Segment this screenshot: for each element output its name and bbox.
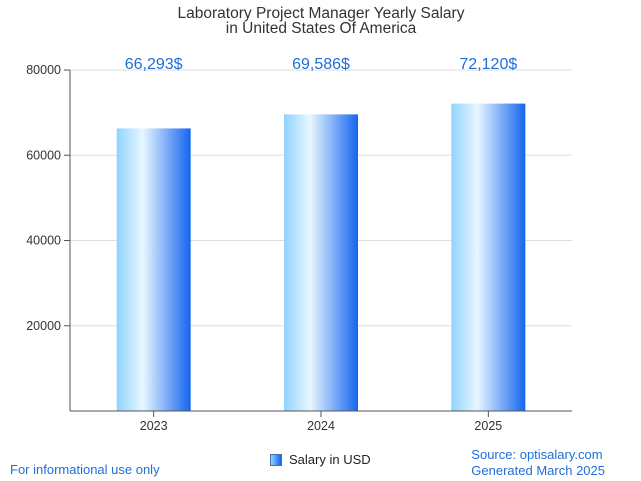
- legend-swatch: [270, 453, 282, 466]
- legend-label: Salary in USD: [289, 452, 371, 467]
- disclaimer-text: For informational use only: [10, 462, 160, 477]
- bars: [116, 103, 526, 411]
- data-label: 72,120$: [459, 56, 517, 73]
- data-label: 69,586$: [292, 56, 350, 73]
- legend: Salary in USD: [270, 452, 371, 467]
- chart-title-line-1: Laboratory Project Manager Yearly Salary: [178, 5, 465, 22]
- source-text: Source: optisalary.com: [471, 447, 603, 462]
- source-block: Source: optisalary.com Generated March 2…: [471, 447, 605, 479]
- y-tick-label: 40000: [26, 234, 61, 248]
- data-label: 66,293$: [125, 56, 183, 73]
- y-tick-label: 20000: [26, 319, 61, 333]
- labels: 20000 40000 60000 80000 2023 66,293$ 2024 69,58…: [26, 56, 517, 433]
- y-tick-label: 80000: [26, 63, 61, 77]
- x-tick-label: 2023: [140, 419, 168, 433]
- chart-title-line-2: in United States Of America: [226, 20, 417, 37]
- x-tick-label: 2024: [307, 419, 335, 433]
- y-tick-label: 60000: [26, 148, 61, 162]
- bar-2025: [451, 103, 526, 411]
- x-tick-label: 2025: [474, 419, 502, 433]
- bar-2024: [284, 114, 358, 411]
- bar-2023: [116, 128, 191, 411]
- generated-text: Generated March 2025: [471, 463, 605, 478]
